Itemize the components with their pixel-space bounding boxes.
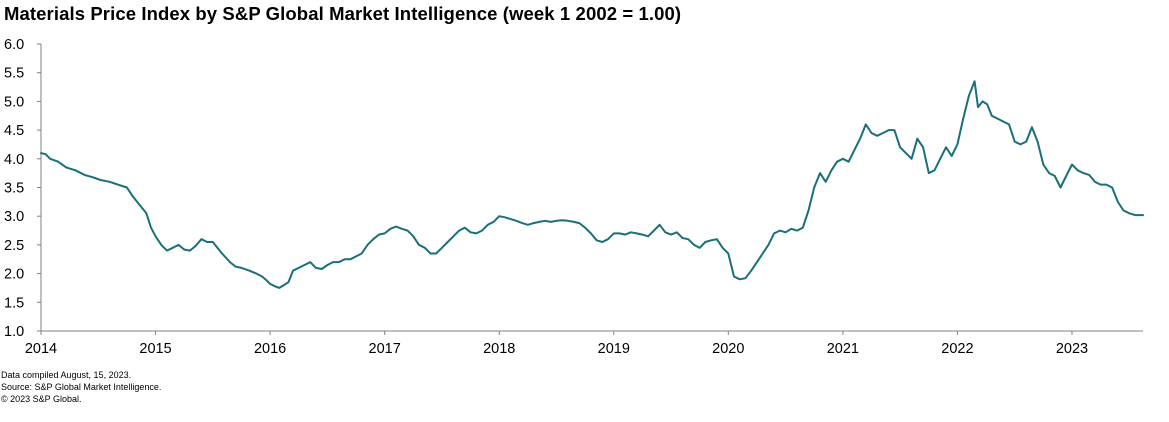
footnote-copyright: © 2023 S&P Global.	[1, 394, 82, 404]
x-tick-label: 2022	[941, 341, 973, 357]
y-tick-label: 4.0	[4, 152, 24, 168]
plot-area	[40, 80, 1144, 289]
y-tick-label: 3.5	[4, 181, 24, 197]
chart-title: Materials Price Index by S&P Global Mark…	[4, 3, 682, 24]
y-tick-label: 5.5	[4, 66, 24, 82]
x-tick-label: 2016	[254, 341, 286, 357]
x-tick-label: 2019	[598, 341, 630, 357]
y-axis: 1.0 1.5 2.0 2.5 3.0 3.5 4.0 4.5 5.0 5.5 6.0	[4, 37, 42, 340]
footnote-source: Source: S&P Global Market Intelligence.	[1, 382, 162, 392]
x-axis: 2014 2015 2016 2017 2018 2019 2020 2021 2022 2023	[25, 330, 1143, 357]
y-tick-label: 3.0	[4, 209, 24, 225]
y-tick-label: 1.0	[4, 324, 24, 340]
x-tick-label: 2017	[369, 341, 401, 357]
footnote-compiled: Data compiled August, 15, 2023.	[1, 370, 132, 380]
y-tick-label: 5.0	[4, 94, 24, 110]
y-tick-label: 6.0	[4, 37, 24, 53]
x-tick-label: 2023	[1056, 341, 1088, 357]
x-tick-label: 2015	[139, 341, 171, 357]
y-tick-label: 2.0	[4, 267, 24, 283]
x-tick-label: 2020	[712, 341, 744, 357]
line-chart: 1.01.52.02.53.03.54.04.55.05.56.0 2014 20…	[4, 37, 1144, 357]
x-tick-label: 2014	[25, 341, 57, 357]
y-tick-label: 1.5	[4, 295, 24, 311]
series-line-0	[40, 80, 1144, 289]
x-tick-label: 2021	[827, 341, 859, 357]
x-tick-label: 2018	[483, 341, 515, 357]
footnotes: Data compiled August, 15, 2023. Source: …	[1, 369, 161, 405]
y-tick-label: 4.5	[4, 123, 24, 139]
y-tick-label: 2.5	[4, 238, 24, 254]
